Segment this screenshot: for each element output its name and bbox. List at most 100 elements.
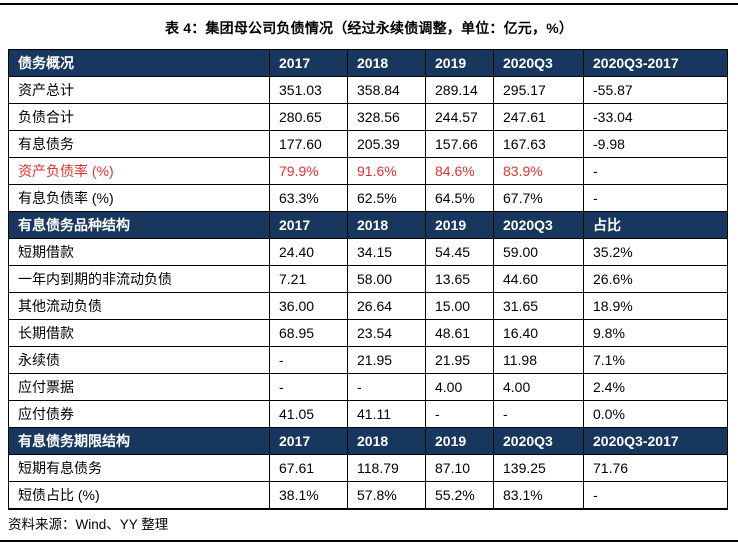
- value-cell: 91.6%: [347, 157, 426, 185]
- value-cell: 24.40: [269, 238, 348, 266]
- value-cell: 295.17: [493, 76, 584, 104]
- column-header-cell: 2018: [347, 211, 426, 239]
- row-label-cell: 资产负债率 (%): [8, 157, 270, 185]
- value-cell: 63.3%: [269, 184, 348, 212]
- section-header-row: 有息债务期限结构 2017 2018 2019 2020Q3 2020Q3-2017: [8, 427, 728, 455]
- column-header-cell: 占比: [583, 211, 728, 239]
- column-header-cell: 2019: [425, 49, 494, 77]
- row-label-cell: 应付票据: [8, 373, 270, 401]
- column-header-cell: 2020Q3-2017: [583, 427, 728, 455]
- table-row: 应付债券 41.05 41.11- -0.0%: [8, 400, 728, 428]
- table-row: 短期借款 24.40 34.15 54.45 59.00 35.2%: [8, 238, 728, 266]
- value-cell: 68.95: [269, 319, 348, 347]
- value-cell: 58.00: [347, 265, 426, 293]
- row-label-cell: 有息负债率 (%): [8, 184, 270, 212]
- value-cell: 9.8%: [583, 319, 728, 347]
- value-cell: -: [583, 481, 728, 510]
- table-row: 应付票据 - -4.00 4.00 2.4%: [8, 373, 728, 401]
- value-cell: 71.76: [583, 454, 728, 482]
- value-cell: 11.98: [493, 346, 584, 374]
- value-cell: 87.10: [425, 454, 494, 482]
- value-cell: 26.64: [347, 292, 426, 320]
- value-cell: -55.87: [583, 76, 728, 104]
- value-cell: 62.5%: [347, 184, 426, 212]
- table-row: 有息负债率 (%) 63.3% 62.5% 64.5% 67.7% -: [8, 184, 728, 212]
- value-cell: 16.40: [493, 319, 584, 347]
- value-cell: 7.1%: [583, 346, 728, 374]
- row-label-cell: 资产总计: [8, 76, 270, 104]
- table-row: 短债占比 (%) 38.1% 57.8% 55.2% 83.1% -: [8, 481, 728, 510]
- value-cell: 21.95: [425, 346, 494, 374]
- value-cell: 4.00: [425, 373, 494, 401]
- table-row: 一年内到期的非流动负债 7.21 58.00 13.65 44.60 26.6%: [8, 265, 728, 293]
- column-header-cell: 2018: [347, 427, 426, 455]
- value-cell: 41.11: [347, 400, 426, 428]
- row-label-cell: 应付债券: [8, 400, 270, 428]
- value-cell: 44.60: [493, 265, 584, 293]
- column-header-cell: 2020Q3-2017: [583, 49, 728, 77]
- debt-table-body: 债务概况 2017 2018 2019 2020Q3 2020Q3-2017 资产总计 351…: [8, 49, 728, 510]
- value-cell: 48.61: [425, 319, 494, 347]
- section-header-row: 有息债务品种结构 2017 2018 2019 2020Q3 占比: [8, 211, 728, 239]
- value-cell: 118.79: [347, 454, 426, 482]
- value-cell: 41.05: [269, 400, 348, 428]
- value-cell: 36.00: [269, 292, 348, 320]
- report-title: 表 4：集团母公司负债情况（经过永续债调整，单位：亿元，%）: [164, 20, 574, 36]
- value-cell: -: [583, 184, 728, 212]
- column-header-cell: 2018: [347, 49, 426, 77]
- row-label-cell: 长期借款: [8, 319, 270, 347]
- row-label-cell: 负债合计: [8, 103, 270, 131]
- table-row: 有息债务 177.60 205.39 157.66 167.63 -9.98: [8, 130, 728, 158]
- value-cell: 15.00: [425, 292, 494, 320]
- value-cell: -: [493, 400, 584, 428]
- row-label-cell: 永续债: [8, 346, 270, 374]
- section-title-cell: 有息债务期限结构: [8, 427, 270, 455]
- section-header-row: 债务概况 2017 2018 2019 2020Q3 2020Q3-2017: [8, 49, 728, 77]
- value-cell: 67.61: [269, 454, 348, 482]
- value-cell: 67.7%: [493, 184, 584, 212]
- value-cell: 64.5%: [425, 184, 494, 212]
- value-cell: 177.60: [269, 130, 348, 158]
- column-header-cell: 2019: [425, 427, 494, 455]
- value-cell: 351.03: [269, 76, 348, 104]
- value-cell: 289.14: [425, 76, 494, 104]
- value-cell: 139.25: [493, 454, 584, 482]
- value-cell: 54.45: [425, 238, 494, 266]
- value-cell: 157.66: [425, 130, 494, 158]
- row-label-cell: 其他流动负债: [8, 292, 270, 320]
- value-cell: 57.8%: [347, 481, 426, 510]
- value-cell: -33.04: [583, 103, 728, 131]
- value-cell: 7.21: [269, 265, 348, 293]
- value-cell: 4.00: [493, 373, 584, 401]
- column-header-cell: 2019: [425, 211, 494, 239]
- value-cell: -9.98: [583, 130, 728, 158]
- top-rule: [0, 3, 738, 5]
- value-cell: 26.6%: [583, 265, 728, 293]
- value-cell: 84.6%: [425, 157, 494, 185]
- column-header-cell: 2020Q3: [493, 427, 584, 455]
- value-cell: 13.65: [425, 265, 494, 293]
- value-cell: -: [583, 157, 728, 185]
- table-row: 资产总计 351.03 358.84 289.14 295.17 -55.87: [8, 76, 728, 104]
- value-cell: 35.2%: [583, 238, 728, 266]
- row-label-cell: 短债占比 (%): [8, 481, 270, 510]
- value-cell: -: [269, 373, 348, 401]
- table-row: 永续债 -21.95 21.95 11.98 7.1%: [8, 346, 728, 374]
- section-title-cell: 债务概况: [8, 49, 270, 77]
- table-row: 其他流动负债 36.00 26.64 15.00 31.65 18.9%: [8, 292, 728, 320]
- row-label-cell: 短期有息债务: [8, 454, 270, 482]
- column-header-cell: 2017: [269, 211, 348, 239]
- value-cell: 59.00: [493, 238, 584, 266]
- column-header-cell: 2020Q3: [493, 49, 584, 77]
- value-cell: 79.9%: [269, 157, 348, 185]
- value-cell: 83.1%: [493, 481, 584, 510]
- source-note: 资料来源：Wind、YY 整理: [8, 517, 169, 532]
- table-row: 负债合计 280.65 328.56 244.57 247.61 -33.04: [8, 103, 728, 131]
- value-cell: -: [347, 373, 426, 401]
- section-title-cell: 有息债务品种结构: [8, 211, 270, 239]
- value-cell: -: [425, 400, 494, 428]
- value-cell: 280.65: [269, 103, 348, 131]
- value-cell: 0.0%: [583, 400, 728, 428]
- column-header-cell: 2017: [269, 49, 348, 77]
- bottom-rule: [0, 540, 738, 542]
